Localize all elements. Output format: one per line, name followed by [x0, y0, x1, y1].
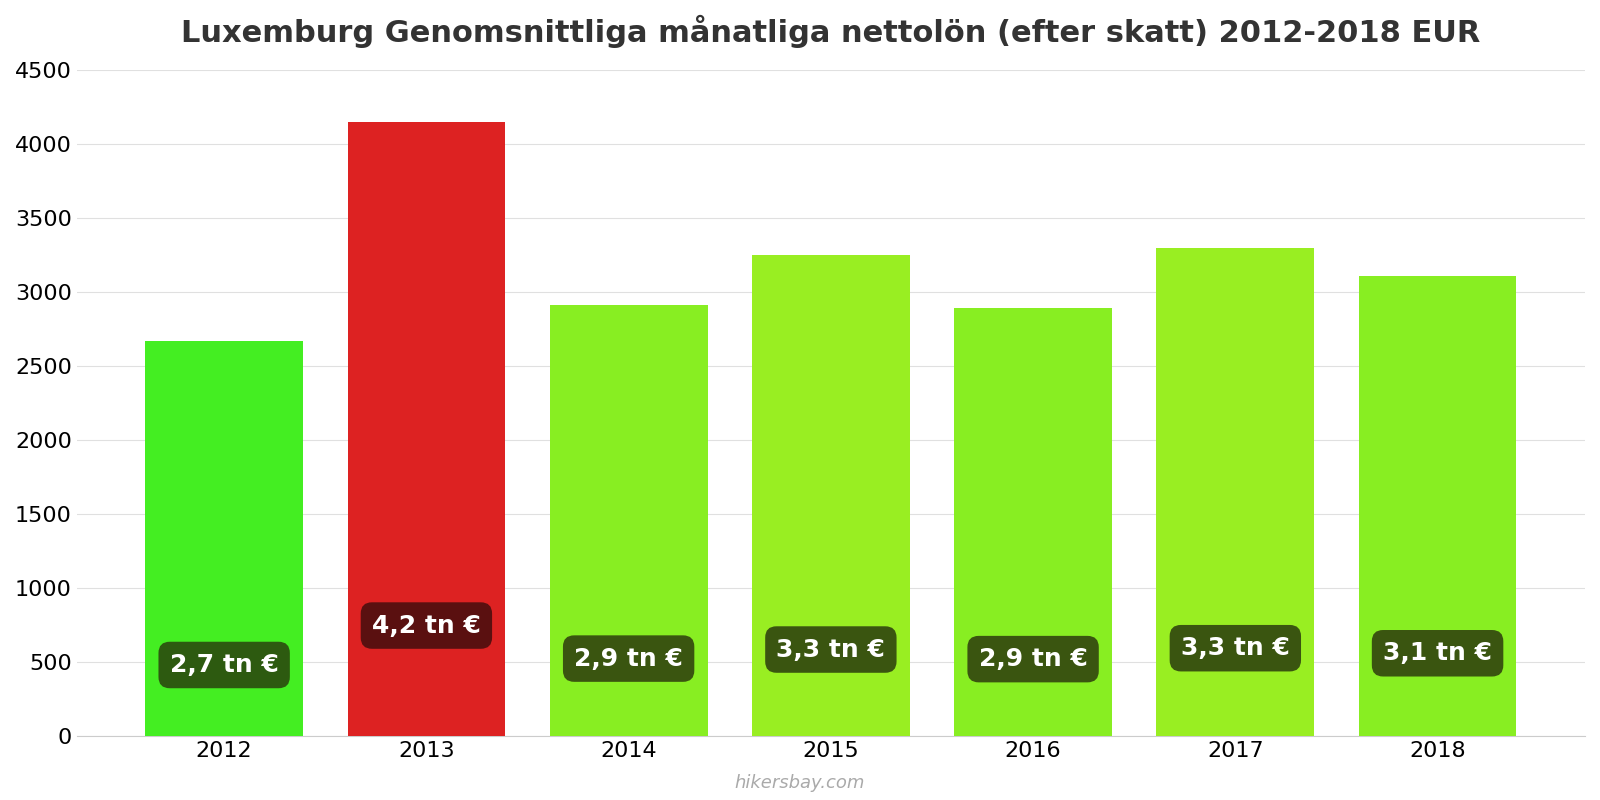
- Bar: [1358, 276, 1517, 736]
- Text: 2,9 tn €: 2,9 tn €: [574, 646, 683, 670]
- Text: 2,9 tn €: 2,9 tn €: [979, 647, 1088, 671]
- Bar: [550, 306, 707, 736]
- Text: 3,1 tn €: 3,1 tn €: [1382, 642, 1493, 666]
- Bar: [954, 308, 1112, 736]
- Bar: [347, 122, 506, 736]
- Text: 3,3 tn €: 3,3 tn €: [776, 638, 885, 662]
- Text: hikersbay.com: hikersbay.com: [734, 774, 866, 792]
- Text: 2,7 tn €: 2,7 tn €: [170, 653, 278, 677]
- Bar: [1157, 247, 1314, 736]
- Text: 4,2 tn €: 4,2 tn €: [371, 614, 482, 638]
- Text: 3,3 tn €: 3,3 tn €: [1181, 636, 1290, 660]
- Bar: [146, 341, 302, 736]
- Bar: [752, 255, 910, 736]
- Title: Luxemburg Genomsnittliga månatliga nettolön (efter skatt) 2012-2018 EUR: Luxemburg Genomsnittliga månatliga netto…: [181, 15, 1480, 48]
